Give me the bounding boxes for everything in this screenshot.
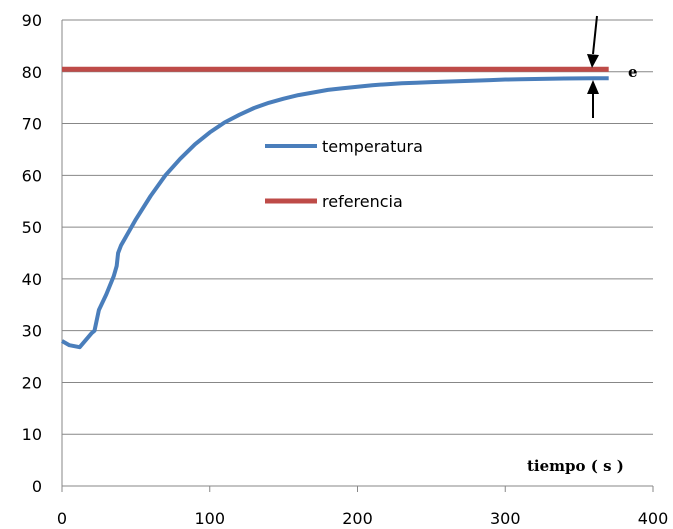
legend-label-temperatura: temperatura	[322, 137, 423, 156]
y-tick-label-1: 10	[22, 425, 42, 444]
series-lines	[61, 66, 609, 350]
y-tick-label-3: 30	[22, 322, 42, 341]
y-tick-label-6: 60	[22, 166, 42, 185]
x-tick-label-1: 100	[194, 509, 225, 528]
error-arrow-top	[592, 15, 598, 55]
axes	[61, 20, 654, 492]
legend-label-referencia: referencia	[322, 192, 403, 211]
x-tick-label-4: 400	[638, 509, 669, 528]
error-arrowhead-bottom	[587, 80, 599, 94]
legend: temperatura referencia	[265, 137, 423, 211]
x-tick-labels: 0 100 200 300 400	[57, 509, 668, 528]
x-tick-label-2: 200	[342, 509, 373, 528]
x-axis-label: tiempo ( s )	[527, 457, 624, 475]
y-tick-label-4: 40	[22, 270, 42, 289]
x-tick-label-0: 0	[57, 509, 67, 528]
y-tick-label-8: 80	[22, 63, 42, 82]
error-arrowhead-top	[587, 54, 599, 68]
y-tick-label-0: 0	[32, 477, 42, 496]
y-tick-labels: 0 10 20 30 40 50 60 70 80 90	[22, 11, 42, 496]
y-tick-label-7: 70	[22, 115, 42, 134]
error-label: e	[628, 63, 638, 81]
grid-lines	[62, 19, 653, 435]
y-tick-label-5: 50	[22, 218, 42, 237]
x-tick-label-3: 300	[490, 509, 521, 528]
y-tick-label-9: 90	[22, 11, 42, 30]
series-line-temperatura	[61, 76, 609, 350]
error-annotation: e	[587, 15, 638, 118]
y-tick-label-2: 20	[22, 373, 42, 392]
